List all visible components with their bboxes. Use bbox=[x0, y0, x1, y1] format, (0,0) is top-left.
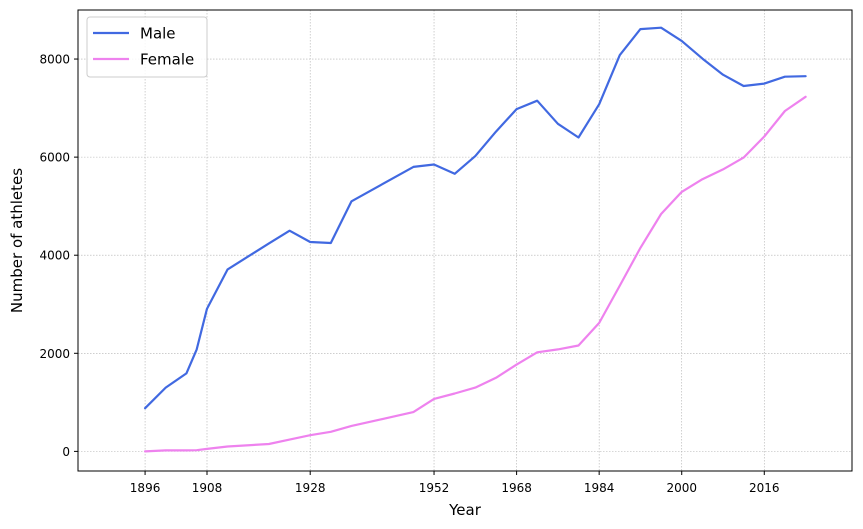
y-axis-ticks: 0 2000 4000 6000 8000 bbox=[39, 53, 78, 459]
x-tick-label: 2016 bbox=[749, 481, 780, 495]
series-line-male bbox=[144, 26, 807, 410]
legend-label-male: Male bbox=[140, 25, 176, 43]
x-tick-label: 1952 bbox=[419, 481, 450, 495]
x-axis-ticks: 1896 1908 1928 1952 1968 1984 2000 2016 bbox=[130, 471, 780, 495]
x-axis-label: Year bbox=[448, 501, 482, 519]
series-line-female bbox=[144, 95, 807, 453]
series-lines bbox=[144, 26, 807, 453]
x-tick-label: 2000 bbox=[666, 481, 697, 495]
legend: Male Female bbox=[86, 16, 208, 78]
y-tick-label: 0 bbox=[62, 445, 70, 459]
grid bbox=[78, 10, 852, 471]
x-tick-label: 1984 bbox=[584, 481, 615, 495]
x-tick-label: 1968 bbox=[501, 481, 532, 495]
legend-label-female: Female bbox=[140, 51, 194, 69]
y-tick-label: 4000 bbox=[39, 249, 70, 263]
y-tick-label: 6000 bbox=[39, 151, 70, 165]
y-tick-label: 8000 bbox=[39, 53, 70, 67]
x-tick-label: 1908 bbox=[192, 481, 223, 495]
plot-frame bbox=[77, 9, 853, 472]
x-tick-label: 1896 bbox=[130, 481, 161, 495]
x-tick-label: 1928 bbox=[295, 481, 326, 495]
y-tick-label: 2000 bbox=[39, 347, 70, 361]
y-axis-label: Number of athletes bbox=[8, 168, 26, 313]
